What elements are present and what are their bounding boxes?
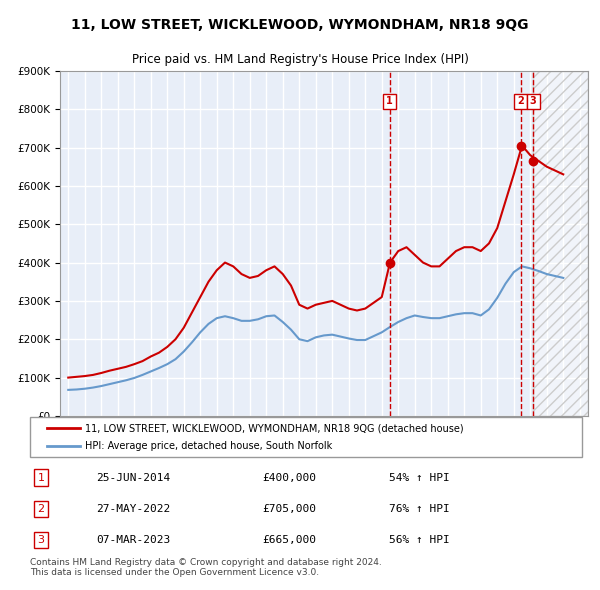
Text: 25-JUN-2014: 25-JUN-2014 [96, 473, 170, 483]
Text: 3: 3 [38, 535, 44, 545]
Text: 2: 2 [517, 97, 524, 106]
Text: 1: 1 [386, 97, 393, 106]
Bar [533, 71, 588, 416]
Text: 3: 3 [530, 97, 536, 106]
Text: 76% ↑ HPI: 76% ↑ HPI [389, 504, 449, 514]
Text: 11, LOW STREET, WICKLEWOOD, WYMONDHAM, NR18 9QG: 11, LOW STREET, WICKLEWOOD, WYMONDHAM, N… [71, 18, 529, 32]
FancyBboxPatch shape [30, 417, 582, 457]
Text: 11, LOW STREET, WICKLEWOOD, WYMONDHAM, NR18 9QG (detached house): 11, LOW STREET, WICKLEWOOD, WYMONDHAM, N… [85, 424, 464, 434]
Text: £400,000: £400,000 [262, 473, 316, 483]
Bar [533, 71, 588, 416]
Text: 27-MAY-2022: 27-MAY-2022 [96, 504, 170, 514]
Text: HPI: Average price, detached house, South Norfolk: HPI: Average price, detached house, Sout… [85, 441, 332, 451]
Text: 2: 2 [37, 504, 44, 514]
Text: 07-MAR-2023: 07-MAR-2023 [96, 535, 170, 545]
Text: Contains HM Land Registry data © Crown copyright and database right 2024.
This d: Contains HM Land Registry data © Crown c… [30, 558, 382, 577]
Text: £665,000: £665,000 [262, 535, 316, 545]
Text: £705,000: £705,000 [262, 504, 316, 514]
Text: 54% ↑ HPI: 54% ↑ HPI [389, 473, 449, 483]
Text: Price paid vs. HM Land Registry's House Price Index (HPI): Price paid vs. HM Land Registry's House … [131, 53, 469, 66]
Text: 1: 1 [38, 473, 44, 483]
Text: 56% ↑ HPI: 56% ↑ HPI [389, 535, 449, 545]
